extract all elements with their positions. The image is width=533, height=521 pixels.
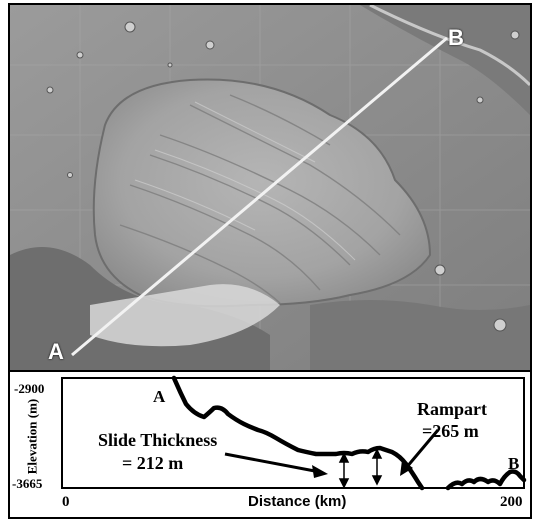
x-axis-label: Distance (km) <box>248 493 347 510</box>
landslide-map-image: A B <box>8 3 532 372</box>
elevation-profile-graphic <box>61 375 527 491</box>
rampart-label: Rampart <box>417 399 487 419</box>
plot-frame <box>61 377 525 489</box>
y-axis-bottom-value: -3665 <box>12 476 43 491</box>
slide-thickness-arrow <box>338 452 350 489</box>
map-graphic <box>10 5 530 370</box>
slide-thickness-label: Slide Thickness <box>98 430 218 450</box>
rampart-value: =265 m <box>422 421 479 441</box>
elevation-profile-curve <box>171 375 425 491</box>
x-axis-min-value: 0 <box>62 494 70 510</box>
profile-line-a-b <box>71 36 448 357</box>
rampart-callout-arrow <box>400 429 440 476</box>
profile-point-a-label: A <box>153 387 166 406</box>
map-point-b-label: B <box>448 25 464 50</box>
map-point-a-label: A <box>48 339 64 364</box>
x-axis-max-value: 200 <box>500 494 523 510</box>
profile-point-b-label: B <box>508 454 520 473</box>
elevation-profile-panel: -2900 -3665 Elevation (m) 0 Distance (km… <box>8 370 532 519</box>
y-axis-top-value: -2900 <box>14 381 45 396</box>
slide-thickness-callout-arrow <box>224 452 328 478</box>
rampart-arrow <box>371 448 383 486</box>
y-axis-label: Elevation (m) <box>24 398 40 475</box>
elevation-profile-curve-end <box>445 469 527 491</box>
slide-thickness-value: = 212 m <box>122 453 184 473</box>
